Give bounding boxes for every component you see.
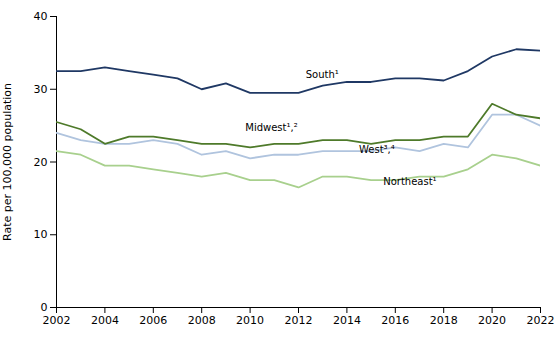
svg-text:0: 0 bbox=[41, 301, 48, 314]
svg-text:Midwest¹,²: Midwest¹,² bbox=[245, 122, 297, 133]
svg-text:West³,⁴: West³,⁴ bbox=[359, 144, 395, 155]
svg-text:Rate per 100,000 population: Rate per 100,000 population bbox=[1, 83, 14, 241]
svg-text:40: 40 bbox=[34, 10, 48, 23]
svg-text:2016: 2016 bbox=[381, 314, 409, 327]
svg-text:20: 20 bbox=[34, 156, 48, 169]
svg-text:2014: 2014 bbox=[333, 314, 361, 327]
svg-text:30: 30 bbox=[34, 83, 48, 96]
svg-text:2004: 2004 bbox=[91, 314, 119, 327]
svg-text:2008: 2008 bbox=[188, 314, 216, 327]
svg-text:2020: 2020 bbox=[478, 314, 506, 327]
svg-text:2002: 2002 bbox=[43, 314, 71, 327]
svg-text:South¹: South¹ bbox=[306, 69, 339, 80]
svg-text:2010: 2010 bbox=[236, 314, 264, 327]
svg-text:Northeast¹: Northeast¹ bbox=[383, 176, 436, 187]
svg-text:2022: 2022 bbox=[527, 314, 555, 327]
svg-text:10: 10 bbox=[34, 228, 48, 241]
svg-text:2012: 2012 bbox=[285, 314, 313, 327]
svg-text:2006: 2006 bbox=[139, 314, 167, 327]
svg-text:2018: 2018 bbox=[430, 314, 458, 327]
